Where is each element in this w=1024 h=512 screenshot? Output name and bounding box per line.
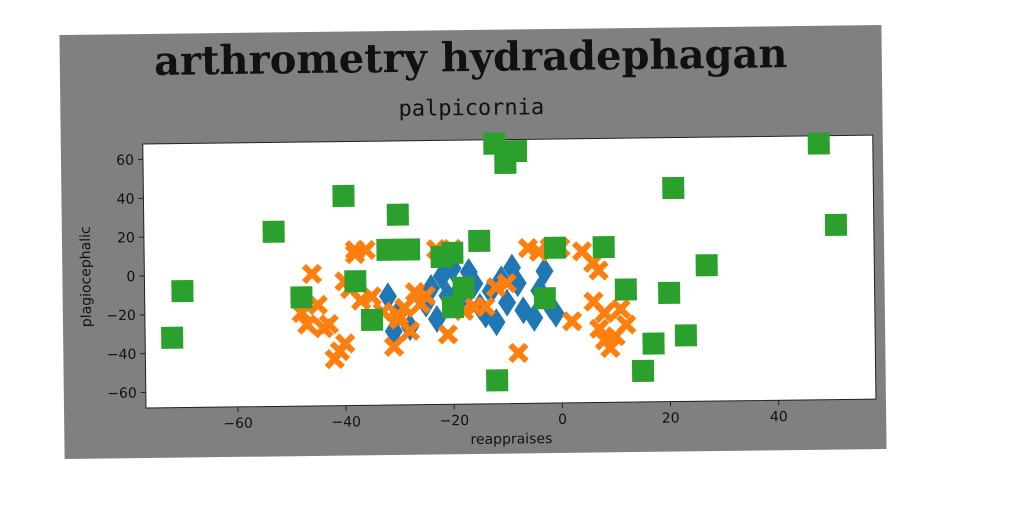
- data-point-series-1: [335, 333, 356, 354]
- data-point-series-2: [662, 176, 685, 200]
- data-point-series-1: [496, 273, 517, 294]
- data-point-series-2: [658, 281, 681, 305]
- data-point-series-1: [344, 243, 366, 265]
- data-point-series-2: [695, 254, 718, 277]
- x-tick-label: 40: [770, 409, 788, 425]
- data-point-series-1: [301, 263, 323, 285]
- data-point-series-2: [674, 324, 698, 347]
- data-point-series-1: [383, 336, 405, 357]
- y-tick-label: 0: [126, 269, 135, 285]
- x-axis: −60 −40 −20 0 20 40: [223, 400, 788, 432]
- data-point-series-2: [504, 139, 528, 163]
- x-tick-label: −40: [331, 414, 361, 430]
- data-point-series-2: [592, 235, 615, 259]
- y-tick-label: 40: [117, 191, 135, 207]
- figure-canvas: arthrometry hydradephagan palpicornia −6…: [59, 24, 887, 460]
- data-point-series-2: [452, 276, 475, 299]
- data-point-series-2: [344, 270, 367, 293]
- x-tick-label: −20: [440, 413, 470, 429]
- y-tick-label: 20: [117, 230, 135, 246]
- data-point-series-2: [483, 132, 506, 155]
- data-point-series-2: [441, 296, 465, 319]
- data-point-series-2: [642, 332, 665, 355]
- data-point-series-0: [525, 303, 544, 332]
- data-point-series-1: [594, 302, 615, 324]
- data-point-series-2: [397, 238, 421, 261]
- data-point-series-2: [171, 279, 194, 303]
- data-point-series-2: [441, 241, 464, 264]
- y-tick-label: 60: [116, 153, 134, 169]
- data-point-series-2: [360, 308, 384, 331]
- data-point-series-1: [404, 281, 426, 303]
- data-point-series-2: [290, 286, 313, 309]
- data-point-series-0: [535, 257, 554, 286]
- x-tick-label: 0: [558, 412, 567, 428]
- data-point-series-2: [332, 184, 355, 208]
- x-axis-label: reappraises: [470, 431, 552, 448]
- data-point-series-2: [807, 132, 830, 155]
- data-point-series-2: [161, 326, 184, 349]
- series-markers: [161, 132, 848, 392]
- data-point-series-2: [824, 213, 848, 236]
- data-point-series-2: [614, 278, 637, 301]
- data-point-series-2: [468, 229, 491, 252]
- data-point-series-1: [437, 324, 459, 345]
- data-point-series-1: [394, 297, 415, 318]
- data-point-series-0: [378, 282, 397, 311]
- y-tick-label: −20: [106, 308, 136, 324]
- x-tick-label: 20: [662, 410, 680, 426]
- scatter-plot: −60 −40 −20 0 20 40 −60 −40 −20 0 20 40 60 reapprai…: [78, 132, 877, 448]
- data-point-series-1: [616, 314, 637, 335]
- data-point-series-2: [533, 287, 556, 310]
- data-point-series-1: [297, 314, 318, 335]
- data-point-series-1: [475, 296, 496, 317]
- data-point-series-1: [561, 311, 583, 332]
- data-point-series-2: [376, 238, 399, 261]
- data-point-series-1: [589, 318, 610, 339]
- data-point-series-2: [262, 220, 285, 243]
- y-axis-label: plagiocephalic: [78, 226, 95, 327]
- data-point-series-2: [386, 203, 409, 226]
- data-point-series-2: [486, 369, 509, 392]
- data-point-series-2: [631, 359, 655, 383]
- data-point-series-1: [388, 309, 410, 330]
- y-tick-label: −40: [107, 347, 137, 363]
- data-point-series-1: [594, 330, 616, 351]
- data-point-series-1: [318, 314, 340, 335]
- data-point-series-1: [610, 298, 631, 320]
- data-point-series-2: [543, 236, 567, 259]
- x-tick-label: −60: [223, 416, 253, 432]
- y-tick-label: −60: [107, 386, 137, 402]
- data-point-series-1: [508, 342, 529, 364]
- y-axis: −60 −40 −20 0 20 40 60: [106, 153, 146, 402]
